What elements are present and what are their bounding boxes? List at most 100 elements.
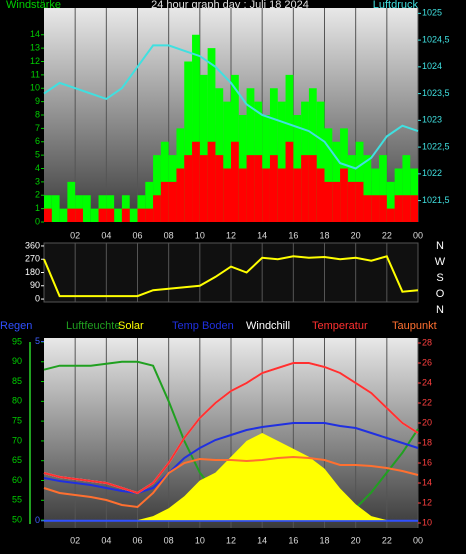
y-tick-label: 270 xyxy=(25,254,40,264)
bar xyxy=(386,208,395,222)
bar xyxy=(192,34,200,222)
y-tick-label: 180 xyxy=(25,267,40,277)
bar xyxy=(332,181,341,222)
x-tick-label: 18 xyxy=(319,230,329,240)
y3-tick-label: 0 xyxy=(35,515,40,525)
line xyxy=(43,44,419,170)
bar xyxy=(51,195,60,222)
x-tick-label: 22 xyxy=(382,230,392,240)
x-tick-label: 08 xyxy=(164,535,174,545)
y-tick-label: 70 xyxy=(12,435,22,445)
x-tick-label: 16 xyxy=(288,230,298,240)
y2-tick-label: 1021,5 xyxy=(422,195,450,205)
bar xyxy=(246,155,255,222)
bar xyxy=(324,128,333,222)
bar xyxy=(223,168,231,222)
y-tick-label: 7 xyxy=(35,123,40,133)
y-tick-label: 9 xyxy=(35,96,40,106)
y2-tick-label: 20 xyxy=(422,417,432,427)
bar xyxy=(75,208,83,222)
area xyxy=(44,433,418,521)
legend-entry: Taupunkt xyxy=(392,320,437,332)
y-tick-label: 3 xyxy=(35,176,40,186)
y-tick-label: 11 xyxy=(31,69,40,79)
y-tick-label: 14 xyxy=(30,29,40,39)
x-tick-label: 16 xyxy=(288,535,298,545)
y2-tick-label: 1022,5 xyxy=(422,141,450,151)
y-tick-label: 65 xyxy=(12,455,22,465)
bar xyxy=(199,155,208,222)
bar xyxy=(106,208,115,222)
bar xyxy=(114,208,122,222)
x-tick-label: 12 xyxy=(226,535,236,545)
line xyxy=(43,362,419,495)
legend-entry: Regen xyxy=(0,320,32,332)
y-tick-label: 90 xyxy=(12,356,22,366)
bar xyxy=(277,168,286,222)
y-tick-label: 1 xyxy=(35,203,40,213)
bar xyxy=(371,195,380,222)
bar xyxy=(277,101,286,222)
bar xyxy=(145,208,154,222)
bar xyxy=(262,168,270,222)
y-tick-label: 85 xyxy=(12,376,22,386)
bar xyxy=(231,141,239,222)
y2-tick-label: 12 xyxy=(422,497,432,507)
x-tick-label: 14 xyxy=(257,230,267,240)
bar xyxy=(207,48,216,222)
bar xyxy=(184,61,193,222)
y-tick-label: 360 xyxy=(25,240,40,250)
bar xyxy=(402,195,411,222)
bar xyxy=(347,181,356,222)
bar xyxy=(238,168,247,222)
y2-tick-label: 1024 xyxy=(422,61,442,71)
bar xyxy=(379,155,387,222)
bar xyxy=(223,101,231,222)
legend-entry: Windchill xyxy=(246,320,290,332)
x-tick-label: 04 xyxy=(101,230,111,240)
y-tick-label: 6 xyxy=(35,136,40,146)
bar xyxy=(121,208,130,222)
y2-tick-label: 14 xyxy=(422,477,432,487)
y2-axis-label: Luftdruck xyxy=(373,0,419,11)
bar xyxy=(207,141,216,222)
x-tick-label: 22 xyxy=(382,535,392,545)
bar xyxy=(192,141,200,222)
legend-entry: Temp Boden xyxy=(172,320,234,332)
y-tick-label: 0 xyxy=(35,216,40,226)
y-tick-label: 55 xyxy=(12,495,22,505)
bar xyxy=(402,155,411,222)
x-tick-label: 12 xyxy=(226,230,236,240)
bar xyxy=(285,141,294,222)
bar xyxy=(59,208,68,222)
x-tick-label: 00 xyxy=(413,535,423,545)
line xyxy=(43,455,419,509)
bar xyxy=(363,195,372,222)
y2-tick-label: 28 xyxy=(422,337,432,347)
bar xyxy=(363,155,372,222)
compass-label: W xyxy=(435,256,446,268)
y-tick-label: 75 xyxy=(12,416,22,426)
x-tick-label: 06 xyxy=(132,230,142,240)
x-tick-label: 06 xyxy=(132,535,142,545)
bar xyxy=(215,155,224,222)
legend-entry: Solar xyxy=(118,320,144,332)
line xyxy=(43,422,419,495)
x-tick-label: 14 xyxy=(257,535,267,545)
bar xyxy=(355,181,364,222)
compass-label: S xyxy=(436,272,443,284)
bar xyxy=(44,208,52,222)
y2-tick-label: 1024,5 xyxy=(422,34,450,44)
bar xyxy=(67,181,76,222)
x-tick-label: 02 xyxy=(70,230,80,240)
y-tick-label: 5 xyxy=(35,150,40,160)
x-tick-label: 10 xyxy=(195,230,205,240)
x-tick-label: 18 xyxy=(319,535,329,545)
chart-title: 24 hour graph day : Juli 18 2024 xyxy=(151,0,309,11)
bar xyxy=(90,208,99,222)
y-tick-label: 95 xyxy=(12,336,22,346)
bar xyxy=(340,168,348,222)
bar xyxy=(394,195,403,222)
legend-entry: Luftfeuchte xyxy=(66,320,120,332)
bar xyxy=(301,155,309,222)
